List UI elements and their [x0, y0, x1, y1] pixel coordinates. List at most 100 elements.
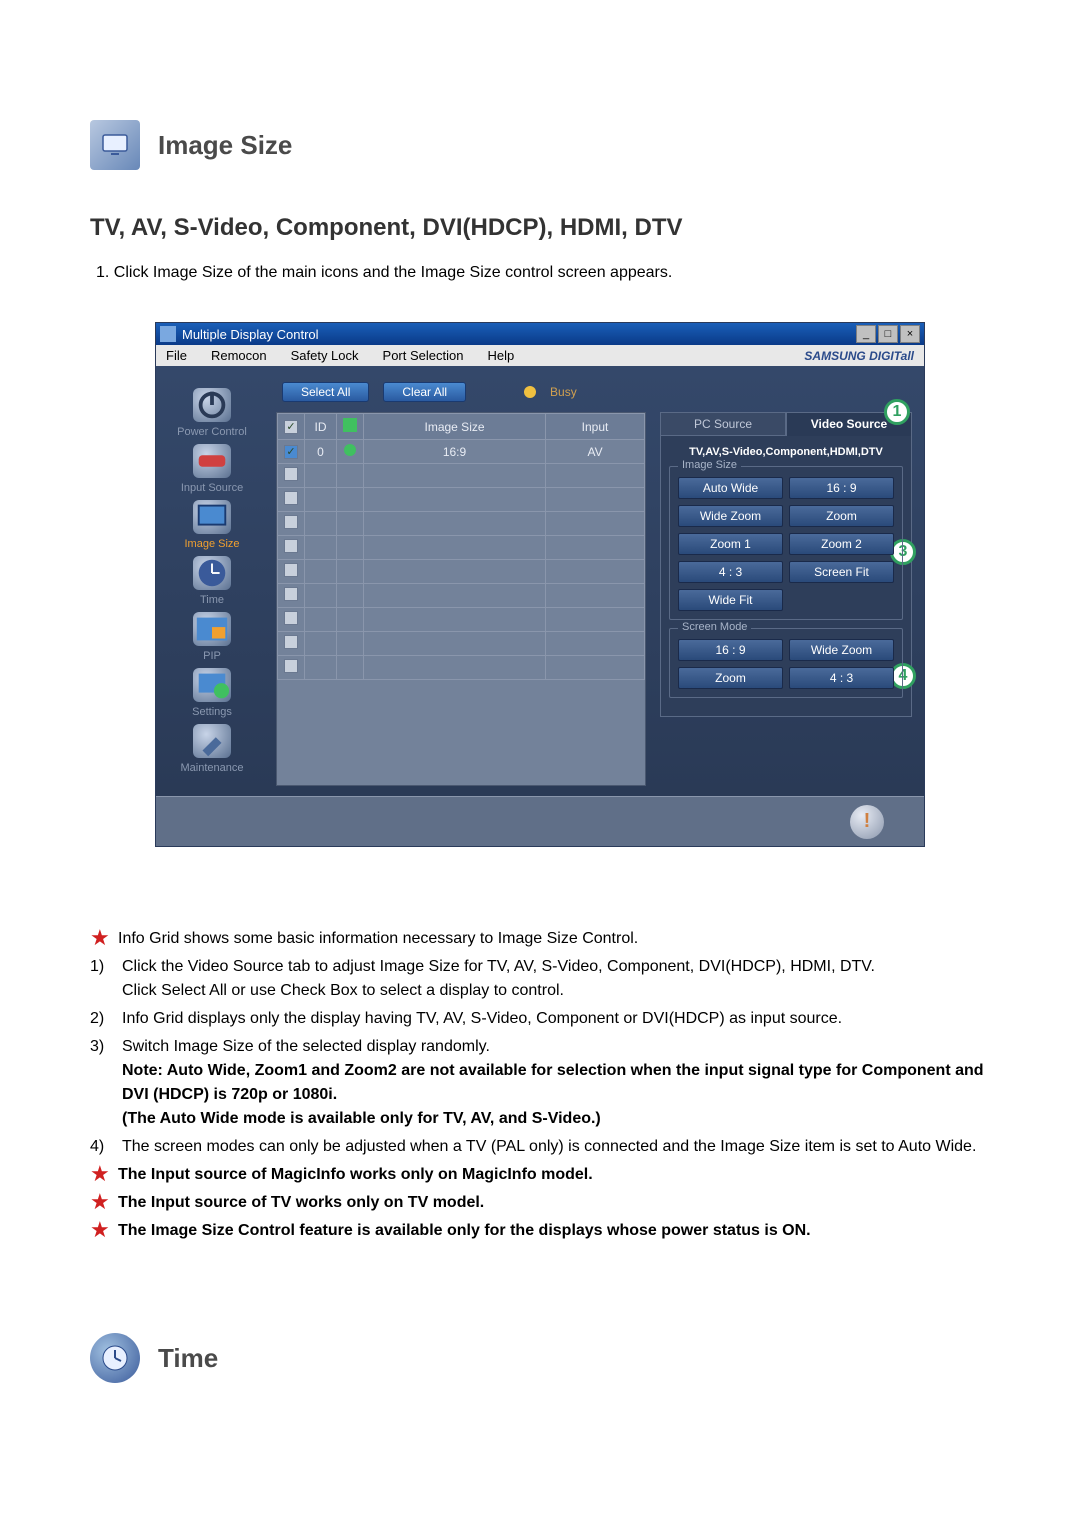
- section-title: Time: [158, 1343, 218, 1374]
- row-checkbox[interactable]: [284, 635, 298, 649]
- fieldset-legend: Image Size: [678, 459, 741, 471]
- select-all-button[interactable]: Select All: [282, 382, 369, 402]
- app-window: 1 2 3 4 Multiple Display Control _ □ × F…: [155, 322, 925, 847]
- busy-indicator-icon: [524, 386, 536, 398]
- note-num: 2): [90, 1007, 114, 1031]
- busy-label: Busy: [550, 385, 577, 399]
- table-row[interactable]: [278, 488, 645, 512]
- btn-screen-fit[interactable]: Screen Fit: [789, 561, 894, 583]
- btn-zoom[interactable]: Zoom: [789, 505, 894, 527]
- header-checkbox[interactable]: [284, 420, 298, 434]
- star-icon: ★: [90, 1219, 108, 1243]
- maximize-button[interactable]: □: [878, 325, 898, 343]
- sidebar-label: Time: [200, 594, 224, 606]
- app-body: Power Control Input Source Image Size Ti…: [156, 366, 924, 796]
- menu-remocon[interactable]: Remocon: [211, 348, 267, 363]
- sidebar-label: Maintenance: [181, 762, 244, 774]
- sidebar-item-input-source[interactable]: Input Source: [181, 444, 243, 494]
- btn-auto-wide[interactable]: Auto Wide: [678, 477, 783, 499]
- btn-4-3[interactable]: 4 : 3: [678, 561, 783, 583]
- note-num: 3): [90, 1035, 114, 1131]
- clock-icon: [90, 1333, 140, 1383]
- btn-wide-zoom[interactable]: Wide Zoom: [678, 505, 783, 527]
- row-checkbox[interactable]: [284, 491, 298, 505]
- menu-port-selection[interactable]: Port Selection: [383, 348, 464, 363]
- right-panel: PC Source Video Source TV,AV,S-Video,Com…: [660, 412, 912, 786]
- note-num: 4): [90, 1135, 114, 1159]
- btn-sm-16-9[interactable]: 16 : 9: [678, 639, 783, 661]
- note-text: The Input source of MagicInfo works only…: [118, 1163, 593, 1187]
- screen-mode-group: Screen Mode 16 : 9 Wide Zoom Zoom 4 : 3: [669, 628, 903, 698]
- info-grid: ID Image Size Input 0 16:9: [276, 412, 646, 786]
- tab-pc-source[interactable]: PC Source: [660, 412, 786, 436]
- instruction-text: Click Image Size of the main icons and t…: [114, 264, 673, 281]
- row-checkbox[interactable]: [284, 587, 298, 601]
- minimize-button[interactable]: _: [856, 325, 876, 343]
- settings-icon: [193, 668, 231, 702]
- row-checkbox[interactable]: [284, 563, 298, 577]
- table-row[interactable]: [278, 584, 645, 608]
- table-row[interactable]: [278, 560, 645, 584]
- clear-all-button[interactable]: Clear All: [383, 382, 466, 402]
- sidebar-item-power-control[interactable]: Power Control: [177, 388, 247, 438]
- note-text: Click the Video Source tab to adjust Ima…: [122, 958, 875, 975]
- row-checkbox[interactable]: [284, 611, 298, 625]
- table-row[interactable]: 0 16:9 AV: [278, 440, 645, 464]
- table-row[interactable]: [278, 464, 645, 488]
- notes-section: ★Info Grid shows some basic information …: [90, 927, 990, 1243]
- sidebar-item-maintenance[interactable]: Maintenance: [181, 724, 244, 774]
- btn-16-9[interactable]: 16 : 9: [789, 477, 894, 499]
- table-row[interactable]: [278, 512, 645, 536]
- app-icon: [160, 326, 176, 342]
- btn-sm-4-3[interactable]: 4 : 3: [789, 667, 894, 689]
- instruction-num: 1.: [96, 264, 109, 281]
- btn-sm-wide-zoom[interactable]: Wide Zoom: [789, 639, 894, 661]
- sidebar-label: PIP: [203, 650, 221, 662]
- window-controls: _ □ ×: [856, 325, 920, 343]
- row-checkbox[interactable]: [284, 659, 298, 673]
- note-text: The Image Size Control feature is availa…: [118, 1219, 811, 1243]
- btn-wide-fit[interactable]: Wide Fit: [678, 589, 783, 611]
- row-checkbox[interactable]: [284, 467, 298, 481]
- section-header-image-size: Image Size: [90, 120, 990, 170]
- sidebar-item-pip[interactable]: PIP: [193, 612, 231, 662]
- time-icon: [193, 556, 231, 590]
- brand-label: SAMSUNG DIGITall: [804, 349, 914, 363]
- table-row[interactable]: [278, 608, 645, 632]
- row-checkbox[interactable]: [284, 515, 298, 529]
- source-tabs: PC Source Video Source: [660, 412, 912, 436]
- sidebar-item-time[interactable]: Time: [193, 556, 231, 606]
- sidebar-item-settings[interactable]: Settings: [192, 668, 232, 718]
- menu-help[interactable]: Help: [487, 348, 514, 363]
- cell-id: 0: [305, 440, 337, 464]
- grid-table: ID Image Size Input 0 16:9: [277, 413, 645, 680]
- table-row[interactable]: [278, 536, 645, 560]
- sidebar-item-image-size[interactable]: Image Size: [184, 500, 239, 550]
- table-row[interactable]: [278, 632, 645, 656]
- btn-zoom-1[interactable]: Zoom 1: [678, 533, 783, 555]
- image-size-icon: [193, 500, 231, 534]
- cell-image-size: 16:9: [364, 440, 546, 464]
- note-text: Info Grid displays only the display havi…: [122, 1007, 842, 1031]
- menu-file[interactable]: File: [166, 348, 187, 363]
- row-checkbox[interactable]: [284, 445, 298, 459]
- row-checkbox[interactable]: [284, 539, 298, 553]
- menu-safety-lock[interactable]: Safety Lock: [291, 348, 359, 363]
- col-image-size: Image Size: [364, 414, 546, 440]
- instruction-line: 1. Click Image Size of the main icons an…: [90, 264, 990, 282]
- table-row[interactable]: [278, 656, 645, 680]
- btn-sm-zoom[interactable]: Zoom: [678, 667, 783, 689]
- main-area: Select All Clear All Busy ID Image Si: [268, 366, 924, 796]
- input-source-icon: [193, 444, 231, 478]
- fieldset-legend: Screen Mode: [678, 621, 751, 633]
- note-text: Switch Image Size of the selected displa…: [122, 1038, 490, 1055]
- note-text-bold: Note: Auto Wide, Zoom1 and Zoom2 are not…: [122, 1062, 984, 1103]
- power-icon: [193, 388, 231, 422]
- note-text-bold: (The Auto Wide mode is available only fo…: [122, 1110, 601, 1127]
- close-button[interactable]: ×: [900, 325, 920, 343]
- image-size-group: Image Size Auto Wide 16 : 9 Wide Zoom Zo…: [669, 466, 903, 620]
- maintenance-icon: [193, 724, 231, 758]
- btn-zoom-2[interactable]: Zoom 2: [789, 533, 894, 555]
- note-num: 1): [90, 955, 114, 1003]
- monitor-icon: [90, 120, 140, 170]
